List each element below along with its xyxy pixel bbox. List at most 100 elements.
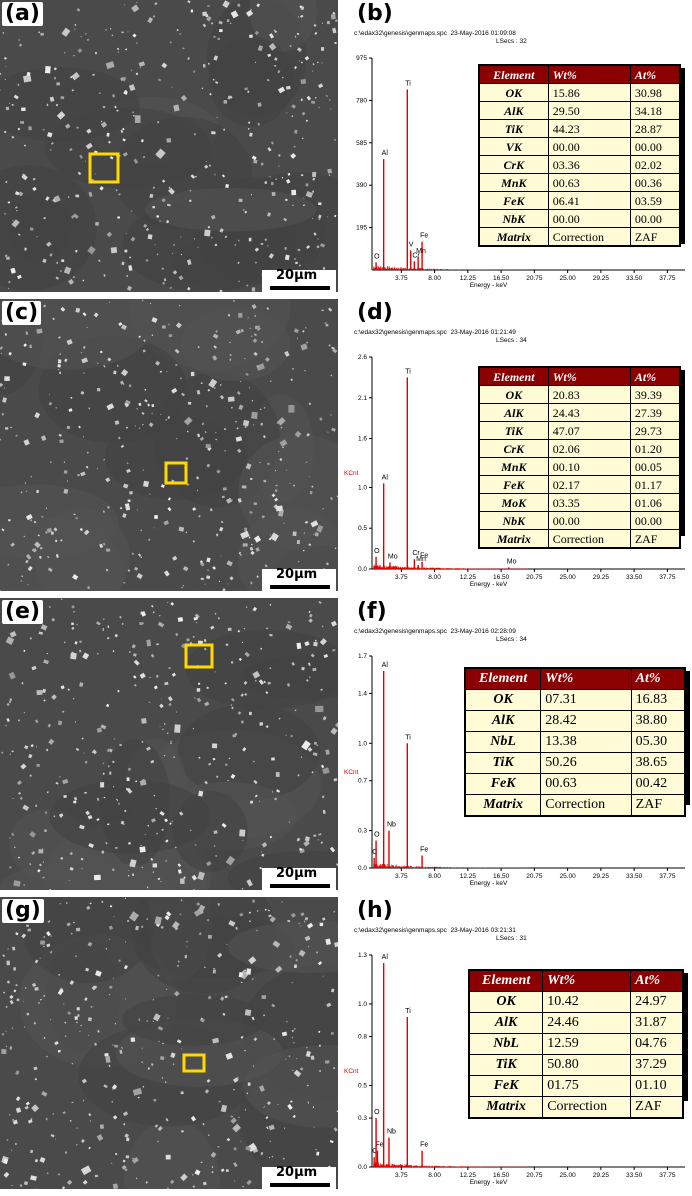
powder-particle (219, 289, 223, 292)
powder-particle (56, 82, 60, 86)
x-tick-label: 25.00 (559, 1172, 576, 1179)
peak-label: Ti (405, 1008, 411, 1015)
powder-particle (129, 491, 133, 495)
x-tick-label: 8.00 (428, 1172, 441, 1179)
powder-particle (86, 451, 89, 454)
powder-particle (108, 925, 114, 930)
powder-particle (63, 488, 69, 494)
powder-particle (196, 902, 201, 907)
powder-particle (102, 542, 106, 546)
powder-particle (196, 390, 201, 395)
powder-particle (221, 495, 225, 499)
powder-particle (224, 449, 226, 452)
spectrum-header-lsecs: LSecs : 34 (496, 636, 527, 643)
powder-particle (332, 27, 337, 34)
powder-particle (130, 1037, 136, 1042)
powder-particle (193, 889, 195, 890)
powder-particle (83, 372, 85, 374)
powder-particle (47, 920, 51, 923)
powder-particle (95, 970, 102, 977)
powder-particle (166, 220, 170, 224)
peak-label: Ti (405, 734, 411, 741)
powder-particle (179, 33, 182, 36)
powder-particle (72, 697, 75, 700)
powder-particle (152, 863, 158, 868)
powder-particle (152, 186, 156, 189)
powder-particle (278, 165, 280, 167)
powder-particle (136, 42, 138, 44)
powder-particle (250, 543, 253, 546)
powder-particle (110, 28, 112, 30)
powder-particle (53, 76, 57, 80)
powder-particle (65, 123, 71, 129)
powder-particle (152, 15, 156, 18)
powder-particle (335, 19, 338, 22)
powder-particle (161, 828, 164, 831)
powder-particle (185, 531, 188, 534)
table-header-cell: At% (629, 64, 681, 84)
powder-particle (187, 0, 191, 4)
powder-particle (58, 336, 61, 339)
x-tick-label: 37.75 (659, 873, 676, 880)
powder-particle (312, 63, 315, 66)
powder-particle (257, 365, 259, 368)
powder-particle (142, 469, 144, 471)
powder-particle (261, 842, 268, 848)
value-cell: 50.26 (540, 752, 632, 774)
powder-particle (211, 1171, 214, 1174)
powder-particle (72, 213, 79, 219)
peak-label: Ti (405, 368, 411, 375)
powder-particle (267, 245, 269, 247)
powder-particle (275, 505, 283, 512)
powder-particle (32, 548, 37, 553)
powder-particle (88, 1034, 90, 1037)
powder-particle (237, 3, 241, 7)
element-name-cell: FeK (478, 191, 549, 210)
powder-particle (130, 210, 133, 212)
spectrum-background (373, 1162, 529, 1167)
powder-particle (277, 70, 281, 74)
powder-particle (274, 469, 277, 472)
powder-particle (211, 1166, 214, 1168)
powder-particle (13, 880, 21, 887)
powder-particle (226, 943, 228, 946)
powder-particle (304, 916, 309, 921)
powder-particle (219, 228, 224, 233)
x-tick-label: 33.50 (626, 574, 643, 581)
powder-particle (9, 753, 12, 755)
powder-particle (160, 880, 162, 883)
powder-particle (274, 30, 278, 34)
powder-particle (278, 717, 281, 720)
powder-particle (204, 164, 209, 169)
powder-particle (82, 1099, 85, 1102)
powder-particle (222, 1013, 226, 1016)
powder-particle (297, 774, 300, 777)
figure-row-2: (c) 20μm (d) c:\edax32\genesis\genmaps.s… (0, 299, 692, 598)
powder-particle (112, 785, 115, 788)
sem-micrograph (0, 598, 338, 890)
powder-particle (60, 987, 63, 990)
powder-particle (9, 102, 11, 104)
composition-table: Element Wt% At% OK 07.31 16.83 AlK 28.42 38.80 Nb… (464, 667, 686, 817)
powder-particle (39, 546, 43, 550)
powder-particle (3, 387, 6, 389)
powder-particle (107, 506, 110, 509)
powder-particle (329, 846, 336, 853)
powder-particle (112, 1084, 118, 1090)
powder-particle (244, 527, 248, 532)
powder-particle (171, 387, 178, 394)
powder-particle (157, 877, 161, 881)
powder-particle (200, 1161, 203, 1163)
table-row: TiK 47.07 29.73 (478, 421, 681, 440)
powder-particle (149, 493, 151, 495)
element-name-cell: FeK (468, 1075, 544, 1097)
powder-particle (288, 821, 291, 823)
powder-particle (46, 652, 49, 655)
powder-particle (290, 1100, 293, 1103)
powder-particle (331, 427, 336, 432)
spectrum-header-lsecs: LSecs : 32 (496, 38, 527, 45)
powder-particle (76, 8, 81, 12)
powder-particle (145, 259, 149, 262)
powder-particle (47, 567, 53, 572)
powder-particle (226, 19, 230, 23)
